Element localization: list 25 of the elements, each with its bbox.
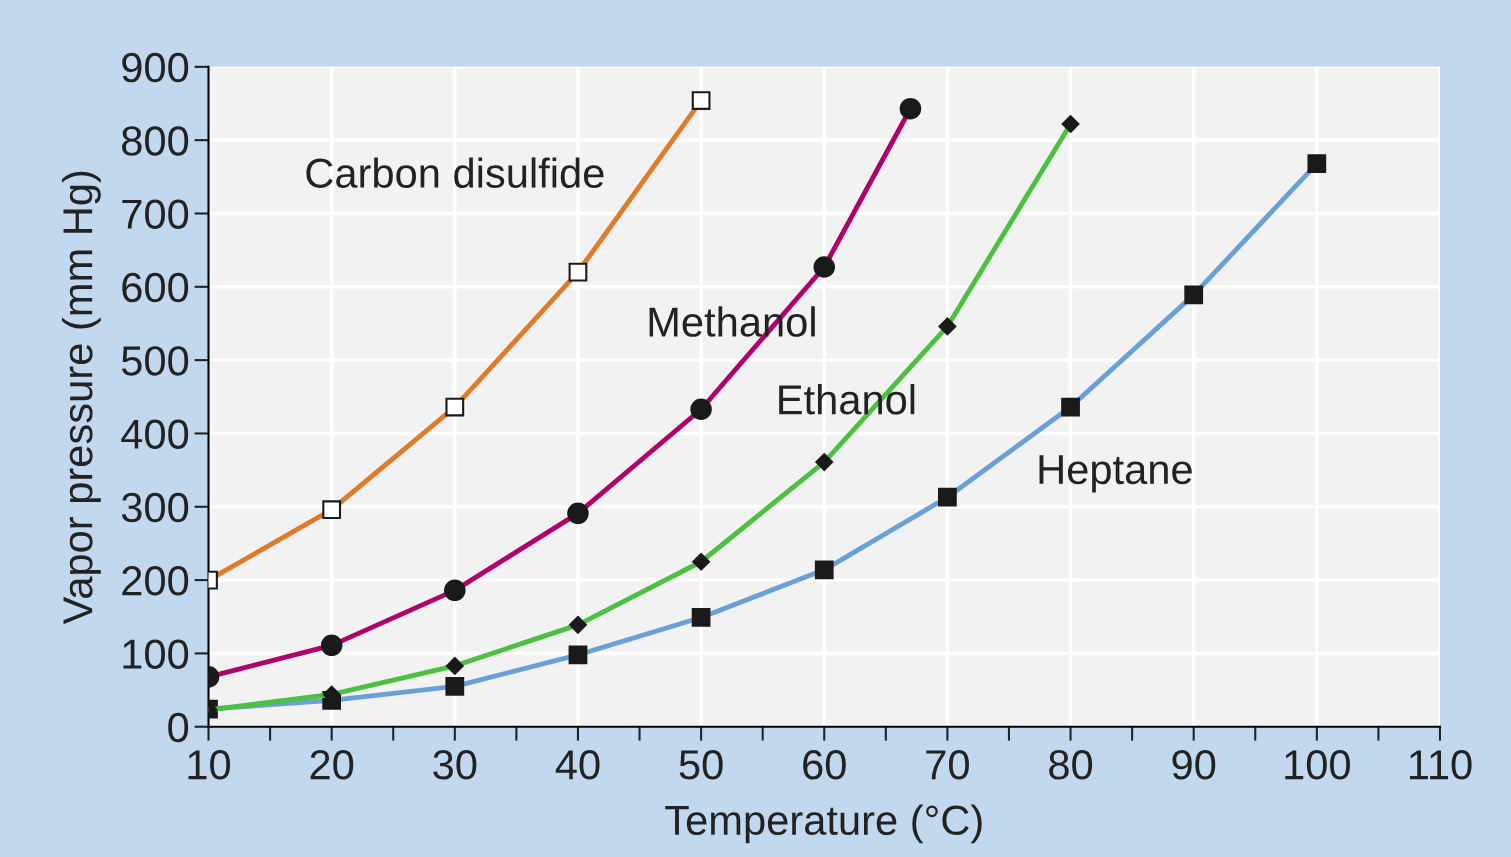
x-tick-label: 90 — [1172, 750, 1216, 780]
y-tick-label: 800 — [122, 126, 189, 156]
y-tick-label: 100 — [123, 639, 189, 669]
x-tick-label: 70 — [926, 750, 969, 780]
x-tick-label: 10 — [188, 750, 231, 780]
y-tick-label: 600 — [122, 272, 189, 303]
x-axis-title: Temperature (°C) — [665, 804, 982, 844]
y-tick-label: 700 — [122, 199, 189, 229]
x-tick-label: 40 — [555, 750, 600, 780]
y-tick-label: 200 — [122, 566, 189, 596]
y-tick-label: 0 — [168, 712, 189, 743]
x-tick-label: 20 — [310, 750, 354, 780]
y-tick-label: 900 — [122, 52, 189, 83]
x-tick-label: 60 — [803, 750, 846, 780]
y-tick-label: 300 — [121, 492, 189, 523]
x-tick-label: 50 — [679, 750, 723, 780]
series-label: Heptane — [1039, 455, 1192, 493]
x-tick-label: 110 — [1409, 750, 1472, 780]
series-label: Carbon disulfide — [306, 157, 604, 189]
y-axis-title: Vapor pressure (mm Hg) — [61, 171, 101, 625]
y-tick-label: 500 — [121, 346, 189, 376]
x-tick-label: 80 — [1049, 750, 1093, 780]
x-tick-label: 100 — [1285, 750, 1350, 780]
x-tick-label: 30 — [433, 750, 477, 780]
y-tick-label: 400 — [121, 419, 189, 449]
